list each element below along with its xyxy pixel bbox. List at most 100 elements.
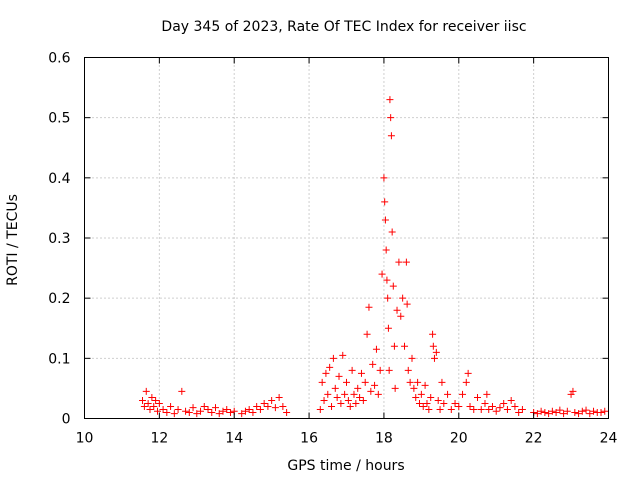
data-point xyxy=(597,408,605,416)
data-point xyxy=(383,276,391,284)
data-point xyxy=(545,410,553,418)
data-point xyxy=(582,406,590,414)
data-point xyxy=(212,404,219,412)
data-point xyxy=(403,300,411,308)
data-point xyxy=(412,393,420,401)
data-point xyxy=(548,407,556,415)
data-point xyxy=(404,366,412,374)
data-point xyxy=(378,270,386,278)
data-point xyxy=(139,396,147,404)
data-point xyxy=(357,369,365,377)
y-tick-label: 0.4 xyxy=(48,171,70,187)
data-point xyxy=(279,402,287,410)
data-point xyxy=(429,342,437,350)
data-point xyxy=(238,410,246,418)
data-point xyxy=(537,407,545,415)
data-point xyxy=(197,407,205,415)
x-tick-label: 24 xyxy=(600,431,618,447)
data-point xyxy=(586,410,594,418)
data-point xyxy=(578,407,586,415)
x-tick-label: 14 xyxy=(225,431,243,447)
data-point xyxy=(477,405,485,413)
data-point xyxy=(326,363,334,371)
data-point xyxy=(401,342,409,350)
data-point xyxy=(470,405,478,413)
data-point xyxy=(388,228,396,236)
data-point xyxy=(331,384,339,392)
data-point xyxy=(264,402,272,410)
data-point xyxy=(320,396,328,404)
data-point xyxy=(380,174,388,182)
data-point xyxy=(178,387,186,395)
data-point xyxy=(430,354,438,362)
data-point xyxy=(346,402,354,410)
data-point xyxy=(249,408,257,416)
data-point xyxy=(245,405,253,413)
x-tick-label: 22 xyxy=(525,431,543,447)
data-point xyxy=(440,399,448,407)
data-point xyxy=(462,378,470,386)
data-point xyxy=(146,405,154,413)
data-point xyxy=(436,405,444,413)
data-point xyxy=(384,294,392,302)
y-tick-label: 0.6 xyxy=(48,51,70,67)
data-point xyxy=(204,405,212,413)
data-point xyxy=(226,408,234,416)
data-point xyxy=(393,306,401,314)
data-point xyxy=(560,410,568,418)
data-point xyxy=(356,393,364,401)
data-point xyxy=(333,393,341,401)
data-point xyxy=(382,246,390,254)
data-point xyxy=(344,396,352,404)
data-point xyxy=(421,381,429,389)
data-point xyxy=(182,407,190,415)
data-point xyxy=(419,402,427,410)
data-point xyxy=(271,404,279,412)
y-tick-label: 0.5 xyxy=(48,111,70,127)
data-point xyxy=(152,396,160,404)
data-point xyxy=(253,402,261,410)
data-point xyxy=(410,384,418,392)
data-point xyxy=(474,393,481,401)
data-point xyxy=(571,408,579,416)
data-points xyxy=(139,96,609,418)
data-point xyxy=(283,408,291,416)
data-point xyxy=(397,312,405,320)
data-point xyxy=(464,369,472,377)
data-point xyxy=(275,393,283,401)
data-point xyxy=(142,387,150,395)
data-point xyxy=(533,410,541,418)
data-point xyxy=(374,390,382,398)
data-point xyxy=(268,396,276,404)
axis-ticks xyxy=(84,57,609,419)
data-point xyxy=(438,378,446,386)
data-point xyxy=(354,384,362,392)
data-point xyxy=(343,378,350,386)
x-tick-label: 18 xyxy=(375,431,393,447)
data-point xyxy=(324,390,332,398)
data-point xyxy=(352,399,360,407)
data-point xyxy=(189,404,197,412)
data-point xyxy=(384,324,392,332)
data-point xyxy=(337,399,345,407)
plot-area-border xyxy=(84,57,609,419)
data-point xyxy=(569,387,577,395)
data-point xyxy=(381,216,389,224)
y-tick-label: 0.3 xyxy=(48,231,70,247)
data-point xyxy=(215,410,223,418)
data-point xyxy=(223,405,231,413)
data-point xyxy=(359,396,367,404)
data-point xyxy=(483,390,491,398)
data-point xyxy=(507,396,515,404)
data-point xyxy=(376,366,384,374)
data-point xyxy=(260,399,268,407)
data-point xyxy=(434,396,442,404)
data-point xyxy=(567,390,575,398)
data-point xyxy=(518,405,526,413)
data-point xyxy=(361,378,369,386)
data-point xyxy=(369,360,377,368)
data-point xyxy=(485,405,493,413)
data-point xyxy=(200,402,208,410)
data-point xyxy=(427,393,435,401)
